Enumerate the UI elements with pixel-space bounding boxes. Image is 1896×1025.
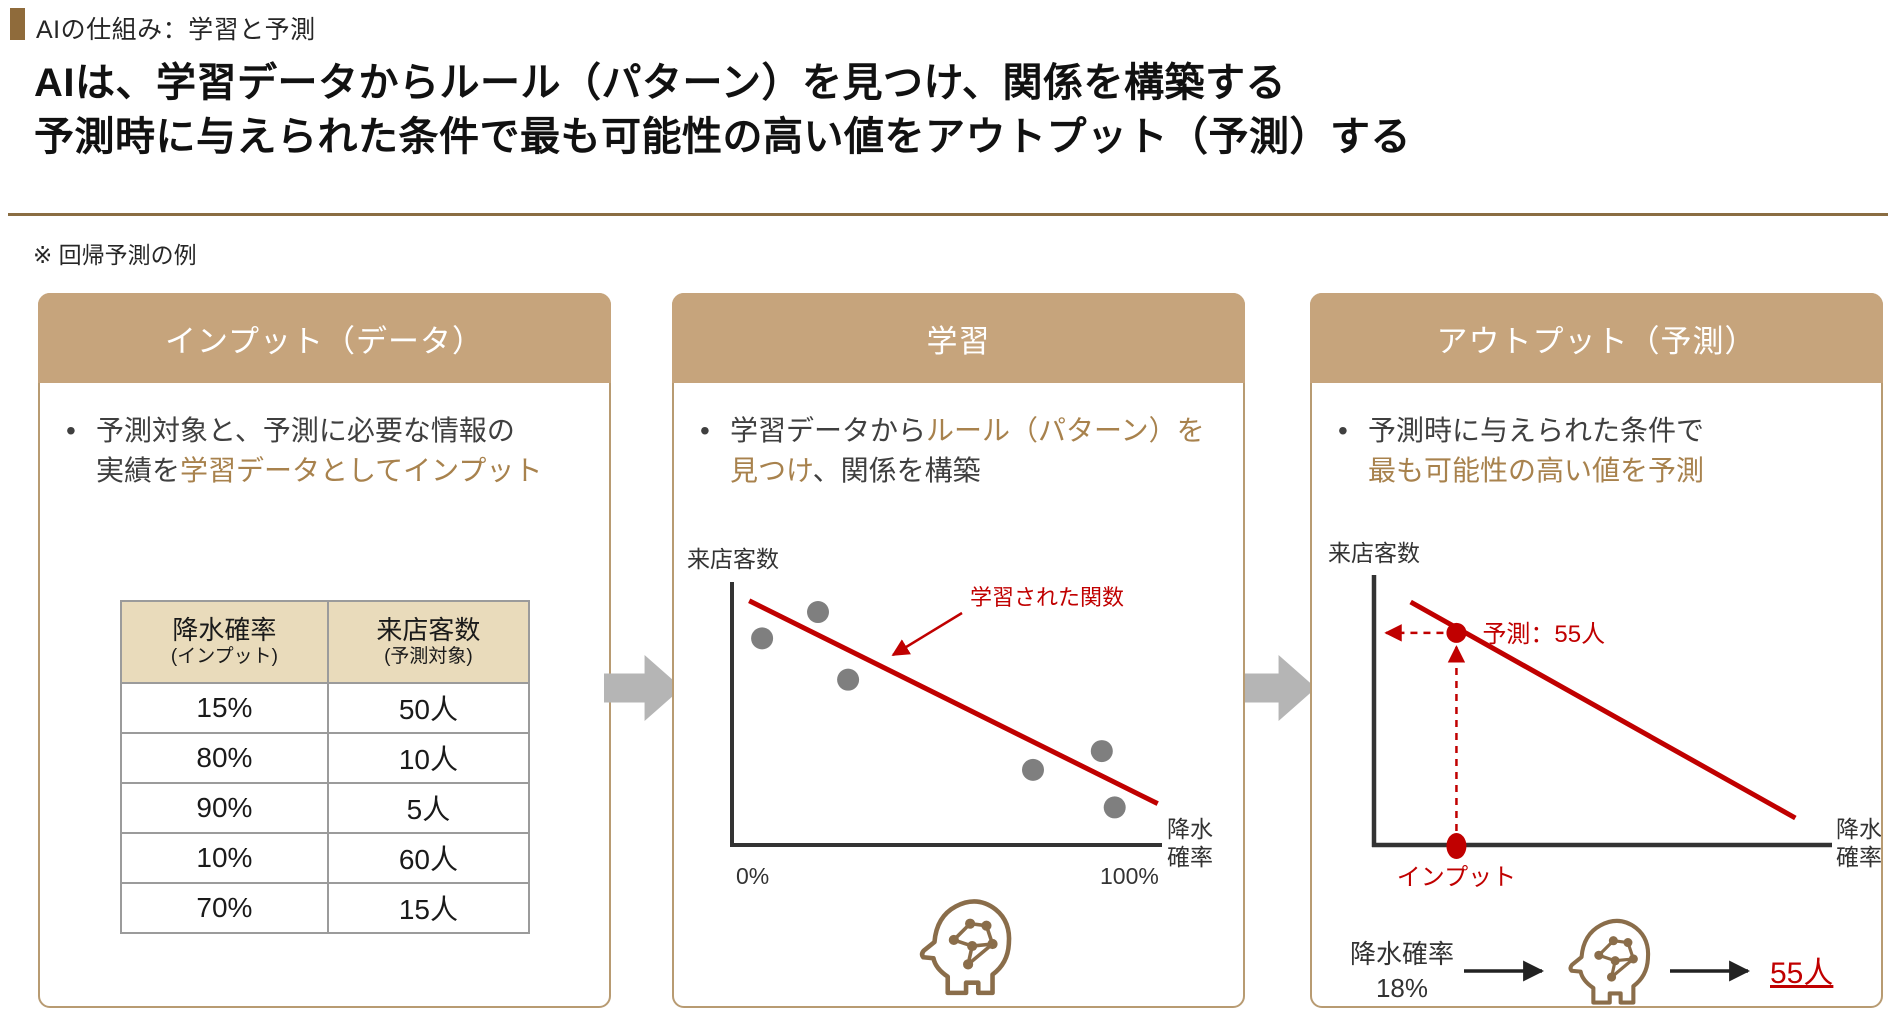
flow-input-line2: 18% xyxy=(1376,973,1428,1003)
title-divider xyxy=(8,213,1888,216)
scatter-dot xyxy=(751,627,774,650)
prediction-point xyxy=(1446,622,1467,643)
learning-panel-header: 学習 xyxy=(672,293,1245,383)
scatter-dot xyxy=(1022,758,1044,781)
regression-line xyxy=(748,598,1159,806)
y-axis-label: 来店客数 xyxy=(687,546,779,572)
input-bullet-line2-dark: 実績を xyxy=(96,455,181,486)
input-label: インプット xyxy=(1397,864,1516,891)
page-title-line-1: AIは、学習データからルール（パターン）を見つけ、関係を構築する xyxy=(34,61,1286,105)
flow-arrow-icon xyxy=(604,655,682,721)
scatter-dot xyxy=(1103,796,1126,819)
regression-annotation: 学習された関数 xyxy=(970,585,1124,610)
flow-result: 55人 xyxy=(1770,957,1833,990)
bullet-dot: • xyxy=(66,415,76,446)
ai-brain-icon xyxy=(922,901,1009,992)
kicker-accent-bar xyxy=(10,8,25,40)
annotation-arrow xyxy=(891,611,963,657)
prediction-label: 予測：55人 xyxy=(1482,621,1605,648)
scatter-dot xyxy=(837,668,860,691)
output-panel-header: アウトプット（予測） xyxy=(1310,293,1883,383)
input-panel: インプット（データ） • 予測対象と、予測に必要な情報の 実績を学習データとして… xyxy=(38,293,611,1008)
page-title: AIは、学習データからルール（パターン）を見つけ、関係を構築する 予測時に与えら… xyxy=(34,56,1411,164)
x-axis-label-line2: 確率 xyxy=(1167,844,1213,870)
input-bullet-line2-highlight: 学習データとしてインプット xyxy=(180,455,543,486)
x-tick-0: 0% xyxy=(736,863,769,889)
example-note: ※ 回帰予測の例 xyxy=(33,242,197,268)
input-panel-bullet: • 予測対象と、予測に必要な情報の 実績を学習データとしてインプット xyxy=(66,411,542,491)
scatter-dots xyxy=(751,601,1126,819)
learning-bullet-line1-dark: 学習データから xyxy=(730,415,927,446)
input-panel-header: インプット（データ） xyxy=(38,293,611,383)
page-title-line-2: 予測時に与えられた条件で最も可能性の高い値をアウトプット（予測）する xyxy=(34,115,1411,159)
table-row: 70% 15人 xyxy=(120,882,531,934)
output-prediction-chart: 来店客数 降水 確率 予測：55人 インプット 降水確率 18% 55人 xyxy=(1328,540,1881,1006)
table-col-header-visitors: 来店客数 (予測対象) xyxy=(326,600,531,684)
x-tick-100: 100% xyxy=(1100,863,1159,889)
y-axis-label: 来店客数 xyxy=(1328,540,1420,566)
table-row: 15% 50人 xyxy=(120,682,531,734)
input-bullet-line1: 予測対象と、予測に必要な情報の xyxy=(96,415,515,446)
bullet-dot: • xyxy=(700,415,710,446)
learning-bullet-line2-highlight: 見つけ xyxy=(730,455,813,486)
kicker-text: AIの仕組み：学習と予測 xyxy=(36,16,316,44)
input-point xyxy=(1446,833,1467,859)
output-bullet-line2-highlight: 最も可能性の高い値を予測 xyxy=(1368,455,1705,486)
scatter-dot xyxy=(1090,740,1113,763)
training-data-table: 降水確率 (インプット) 来店客数 (予測対象) 15% 50人 80% 10人 9… xyxy=(120,600,531,934)
learning-bullet-line2-dark: 、関係を構築 xyxy=(812,455,981,486)
output-bullet-line1-dark: 予測時に与えられた条件で xyxy=(1368,415,1705,446)
output-panel-bullet: • 予測時に与えられた条件で 最も可能性の高い値を予測 xyxy=(1338,411,1704,491)
table-row: 90% 5人 xyxy=(120,782,531,834)
table-row: 80% 10人 xyxy=(120,732,531,784)
output-panel: アウトプット（予測） • 予測時に与えられた条件で 最も可能性の高い値を予測 来… xyxy=(1310,293,1883,1008)
learning-scatter-chart: 来店客数 0% 100% 降水 確率 学習された関数 xyxy=(687,546,1213,1006)
learning-panel-bullet: • 学習データからルール（パターン）を 見つけ、関係を構築 xyxy=(700,411,1205,491)
learned-function-line xyxy=(1409,599,1797,821)
x-axis-label-line2: 確率 xyxy=(1836,844,1881,870)
flow-arrow-icon xyxy=(1238,655,1316,721)
learning-panel: 学習 • 学習データからルール（パターン）を 見つけ、関係を構築 来店客数 0%… xyxy=(672,293,1245,1008)
flow-input-line1: 降水確率 xyxy=(1350,939,1454,969)
table-row: 10% 60人 xyxy=(120,832,531,884)
ai-brain-icon xyxy=(1571,921,1649,1003)
x-axis-label-line1: 降水 xyxy=(1167,816,1213,842)
table-col-header-rain: 降水確率 (インプット) xyxy=(120,600,329,684)
bullet-dot: • xyxy=(1338,415,1348,446)
x-axis-label-line1: 降水 xyxy=(1836,816,1881,842)
scatter-dot xyxy=(807,601,829,624)
learning-bullet-line1-highlight: ルール（パターン）を xyxy=(926,415,1205,446)
